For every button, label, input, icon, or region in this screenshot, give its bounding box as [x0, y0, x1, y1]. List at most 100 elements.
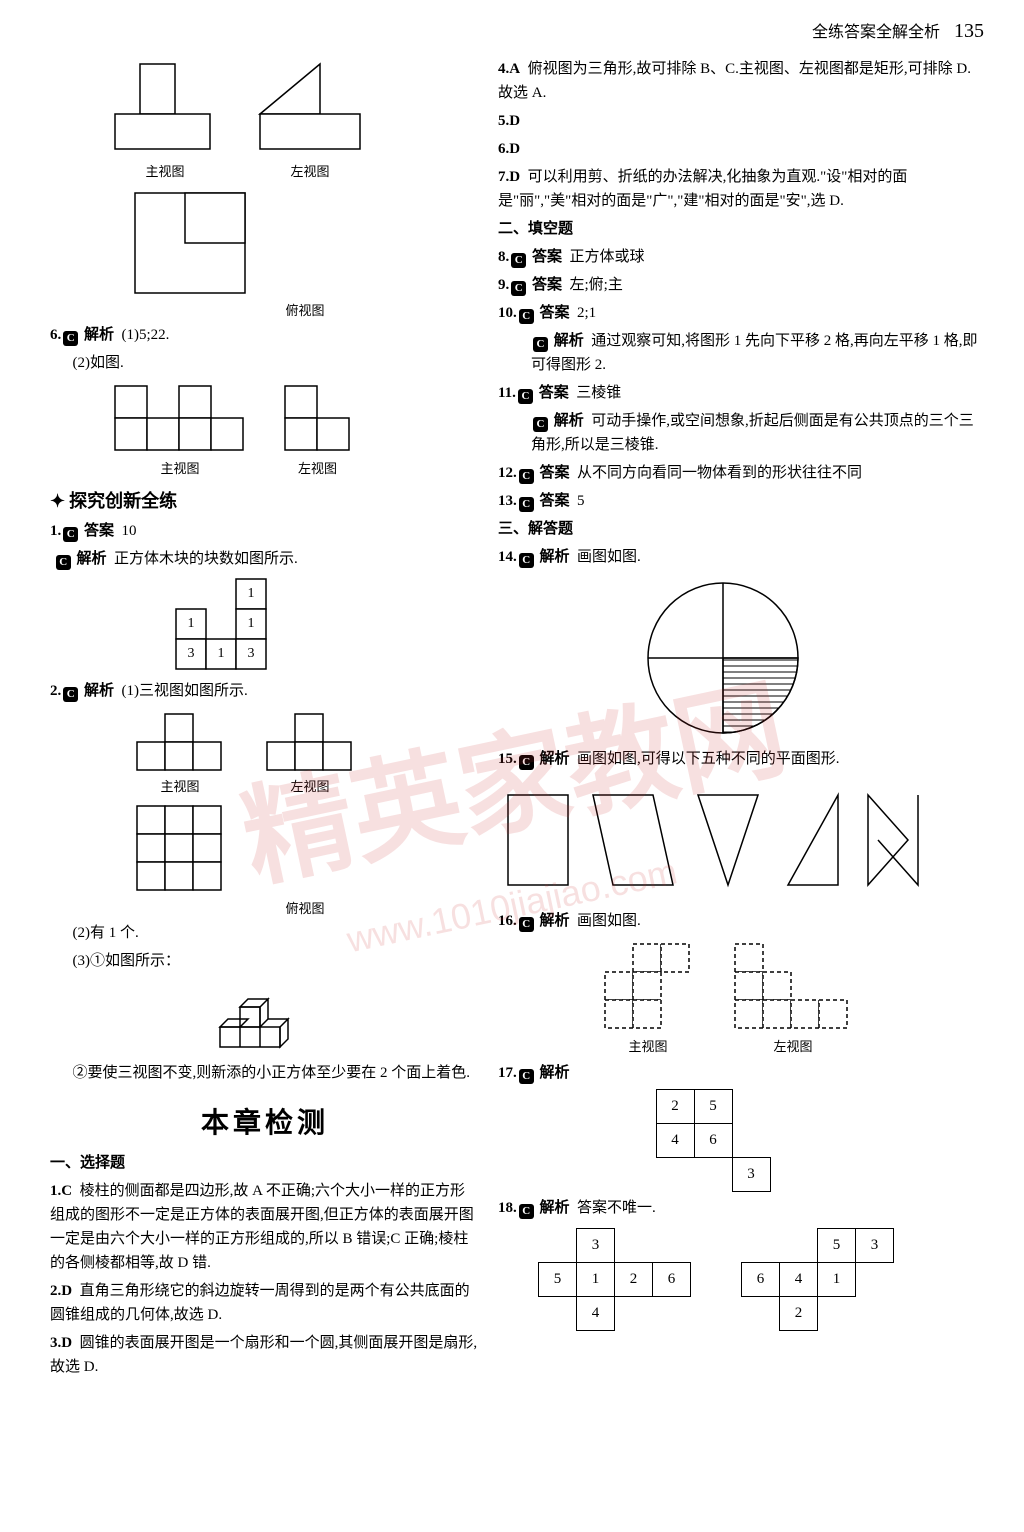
header-title: 全练答案全解全析	[812, 24, 940, 41]
f8-text: 正方体或球	[570, 249, 645, 265]
cell: 1	[577, 1263, 615, 1297]
c1-num: 1.C	[50, 1183, 72, 1199]
s17-num: 17.	[498, 1065, 517, 1081]
c7-num: 7.D	[498, 169, 520, 185]
c-icon: C	[519, 1204, 534, 1219]
c-icon: C	[511, 281, 526, 296]
cell: 6	[742, 1263, 780, 1297]
cell: 1	[818, 1263, 856, 1297]
s16-num: 16.	[498, 913, 517, 929]
caption-q2-top: 俯视图	[130, 898, 480, 917]
q2-p2: (2)有 1 个.	[50, 921, 480, 945]
f11-text: 三棱锥	[576, 385, 621, 401]
q1-expl: 正方体木块的块数如图所示.	[114, 551, 298, 567]
f9-label: 答案	[532, 277, 562, 293]
f10-expl-label: 解析	[554, 333, 584, 349]
c6-num: 6.D	[498, 137, 984, 161]
fig-q2-main: 主视图	[130, 709, 230, 795]
f11-label: 答案	[539, 385, 569, 401]
cell: 5	[694, 1090, 732, 1124]
c2-text: 直角三角形绕它的斜边旋转一周得到的是两个有公共底面的圆锥组成的几何体,故选 D.	[50, 1283, 470, 1323]
s16-label: 解析	[540, 913, 570, 929]
table-18a: 3 5126 4	[538, 1228, 691, 1331]
s18-label: 解析	[540, 1200, 570, 1216]
q1-ans: 10	[122, 523, 137, 539]
fill-9: 9.C 答案 左;俯;主	[498, 273, 984, 297]
section-innovation: ✦探究创新全练	[50, 487, 480, 513]
s17-label: 解析	[540, 1065, 570, 1081]
choice-1: 1.C 棱柱的侧面都是四边形,故 A 不正确;六个大小一样的正方形组成的图形不一…	[50, 1179, 480, 1275]
c-icon: C	[519, 469, 534, 484]
cell: 3	[856, 1229, 894, 1263]
s16-text: 画图如图.	[577, 913, 641, 929]
s15-text: 画图如图,可得以下五种不同的平面图形.	[577, 751, 840, 767]
f8-label: 答案	[532, 249, 562, 265]
svg-text:3: 3	[248, 646, 255, 661]
section-choice: 一、选择题	[50, 1151, 480, 1175]
innov-q1-expl: C 解析 正方体木块的块数如图所示.	[50, 547, 480, 571]
c-icon: C	[519, 755, 534, 770]
s18-text: 答案不唯一.	[577, 1200, 656, 1216]
fig-q2-cubes	[190, 977, 480, 1057]
section-innov-text: 探究创新全练	[69, 491, 177, 511]
s15-label: 解析	[540, 751, 570, 767]
q1-expl-label: 解析	[77, 551, 107, 567]
q6-p2: (2)如图.	[50, 351, 480, 375]
choice-2: 2.D 直角三角形绕它的斜边旋转一周得到的是两个有公共底面的圆锥组成的几何体,故…	[50, 1279, 480, 1327]
svg-text:3: 3	[188, 646, 195, 661]
fill-11: 11.C 答案 三棱锥	[498, 381, 984, 405]
c4-text: 俯视图为三角形,故可排除 B、C.主视图、左视图都是矩形,可排除 D.故选 A.	[498, 61, 971, 101]
c-icon: C	[519, 309, 534, 324]
f11-expl-label: 解析	[554, 413, 584, 429]
fig-left-view-2: 左视图	[280, 381, 355, 477]
cell: 5	[818, 1229, 856, 1263]
f12-num: 12.	[498, 465, 517, 481]
c-icon: C	[511, 253, 526, 268]
cell: 5	[539, 1263, 577, 1297]
caption-16-left: 左视图	[728, 1036, 858, 1055]
s15-num: 15.	[498, 751, 517, 767]
cell: 2	[780, 1297, 818, 1331]
c-icon: C	[533, 337, 548, 352]
caption-left-2: 左视图	[280, 458, 355, 477]
f13-label: 答案	[540, 493, 570, 509]
cell: 3	[732, 1158, 770, 1192]
f10-expl: 通过观察可知,将图形 1 先向下平移 2 格,再向左平移 1 格,即可得图形 2…	[531, 333, 978, 373]
c-icon: C	[519, 1069, 534, 1084]
c2-num: 2.D	[50, 1283, 72, 1299]
c-icon: C	[63, 331, 78, 346]
solve-15: 15.C 解析 画图如图,可得以下五种不同的平面图形.	[498, 747, 984, 771]
q6-line: 6.C 解析 (1)5;22.	[50, 323, 480, 347]
svg-text:1: 1	[248, 586, 255, 601]
fig-q2-left: 左视图	[260, 709, 360, 795]
fill-13: 13.C 答案 5	[498, 489, 984, 513]
caption-16-main: 主视图	[598, 1036, 698, 1055]
caption-top: 俯视图	[130, 300, 480, 319]
q2-p1: (1)三视图如图所示.	[122, 683, 248, 699]
right-column: 4.A 俯视图为三角形,故可排除 B、C.主视图、左视图都是矩形,可排除 D.故…	[498, 53, 984, 1383]
choice-3: 3.D 圆锥的表面展开图是一个扇形和一个圆,其侧面展开图是扇形,故选 D.	[50, 1331, 480, 1379]
fill-12: 12.C 答案 从不同方向看同一物体看到的形状往往不同	[498, 461, 984, 485]
f12-text: 从不同方向看同一物体看到的形状往往不同	[577, 465, 862, 481]
f10-label: 答案	[540, 305, 570, 321]
f11-num: 11.	[498, 385, 516, 401]
caption-main-2: 主视图	[110, 458, 250, 477]
fig-15-shapes	[498, 775, 984, 905]
f9-text: 左;俯;主	[570, 277, 623, 293]
solve-17: 17.C 解析	[498, 1061, 984, 1085]
q2-p4: ②要使三视图不变,则新添的小正方体至少要在 2 个面上着色.	[50, 1061, 480, 1085]
q6-p1: (1)5;22.	[122, 327, 170, 343]
cell: 6	[694, 1124, 732, 1158]
c3-num: 3.D	[50, 1335, 72, 1351]
solve-18: 18.C 解析 答案不唯一.	[498, 1196, 984, 1220]
f11-expl: 可动手操作,或空间想象,折起后侧面是有公共顶点的三个三角形,所以是三棱锥.	[531, 413, 974, 453]
page-number: 135	[954, 20, 984, 42]
section-fill: 二、填空题	[498, 217, 984, 241]
c5-num: 5.D	[498, 109, 984, 133]
fig-left-view-1: 左视图	[250, 59, 370, 180]
choice-4: 4.A 俯视图为三角形,故可排除 B、C.主视图、左视图都是矩形,可排除 D.故…	[498, 57, 984, 105]
svg-text:1: 1	[188, 616, 195, 631]
table-18b: 53 641 2	[741, 1228, 894, 1331]
f10-num: 10.	[498, 305, 517, 321]
f9-num: 9.	[498, 277, 509, 293]
